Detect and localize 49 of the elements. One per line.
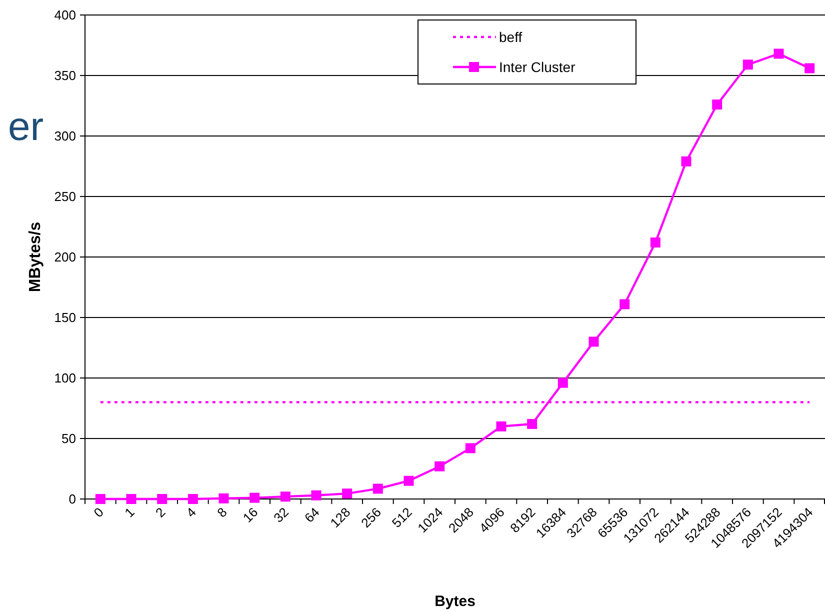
y-tick-label: 150 <box>54 310 76 326</box>
y-tick-label: 350 <box>54 68 76 84</box>
x-axis-title: Bytes <box>434 593 476 610</box>
point <box>126 494 136 504</box>
point <box>712 100 722 110</box>
y-tick-label: 0 <box>68 492 76 507</box>
y-tick-label: 300 <box>54 128 76 144</box>
x-tick-label: 2 <box>152 504 168 520</box>
point <box>188 494 198 504</box>
point <box>681 156 692 166</box>
point <box>280 492 290 502</box>
legend-label: Inter Cluster <box>499 58 576 75</box>
x-tick-label: 512 <box>388 504 415 530</box>
y-tick-label: 50 <box>62 431 76 446</box>
x-tick-label: 1 <box>122 504 138 520</box>
point <box>434 461 445 472</box>
y-tick-label: 100 <box>54 370 76 386</box>
point <box>404 476 414 486</box>
x-tick-label: 0 <box>90 504 107 520</box>
point <box>804 63 815 74</box>
y-tick-label: 400 <box>54 8 76 23</box>
y-tick-label: 200 <box>54 250 76 265</box>
point <box>311 490 322 500</box>
point <box>372 484 383 494</box>
point <box>774 48 784 59</box>
x-tick-label: 128 <box>327 504 354 530</box>
point <box>558 378 568 388</box>
x-tick-label: 64 <box>302 504 322 526</box>
point <box>620 299 630 310</box>
x-tick-label: 4 <box>183 504 200 520</box>
point <box>218 493 229 504</box>
x-tick-label: 32 <box>270 504 292 526</box>
point <box>250 492 260 503</box>
legend-label: beff <box>499 28 522 45</box>
point <box>650 237 660 248</box>
x-tick-label: 256 <box>358 504 384 530</box>
x-tick-label: 8 <box>214 504 230 520</box>
point <box>465 443 476 454</box>
point <box>342 488 352 499</box>
point <box>157 494 168 504</box>
y-axis-title: MBytes/s <box>27 222 44 292</box>
point <box>95 494 106 504</box>
point <box>527 418 538 429</box>
point <box>742 60 753 70</box>
text: er <box>8 105 44 149</box>
y-tick-label: 250 <box>54 189 76 204</box>
point <box>588 336 599 347</box>
point <box>496 421 506 432</box>
x-tick-label: 16 <box>240 504 261 526</box>
